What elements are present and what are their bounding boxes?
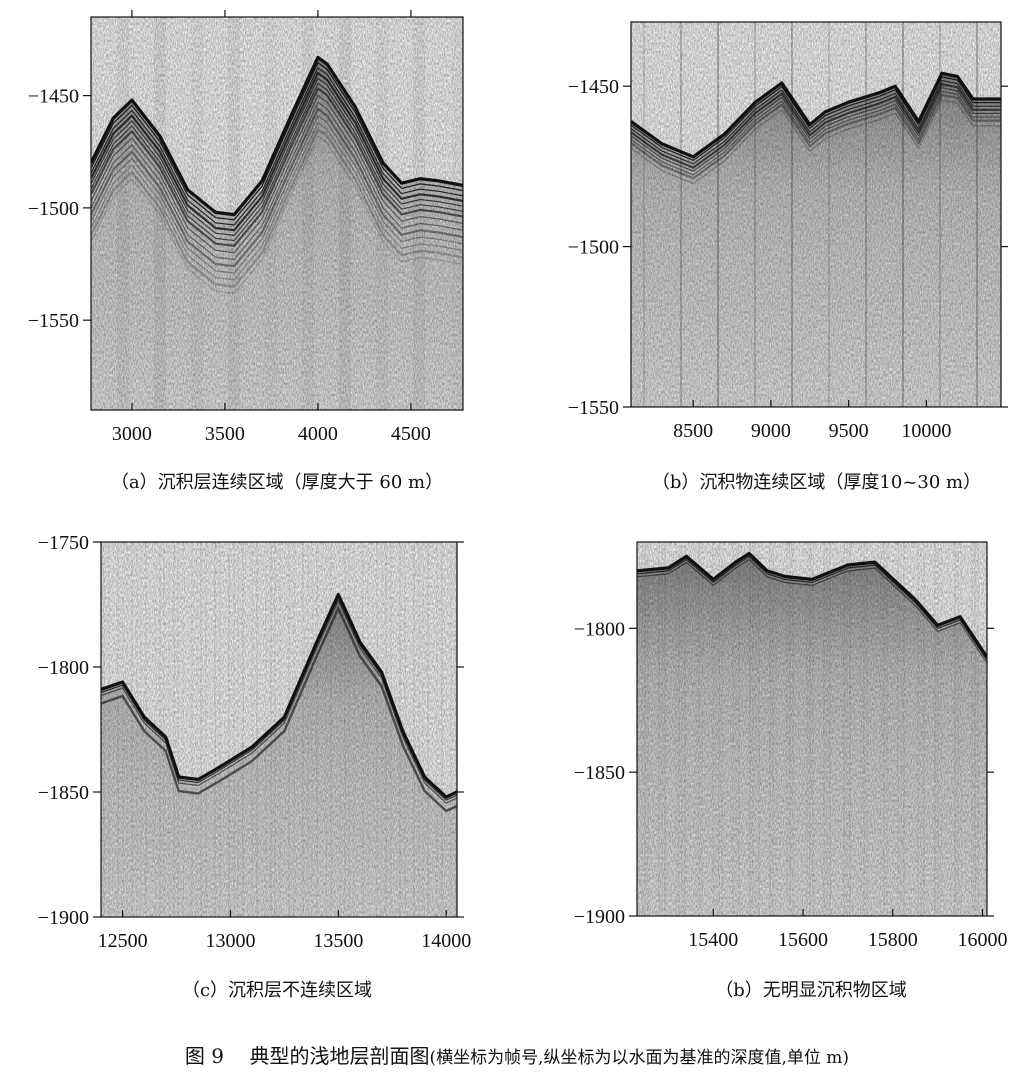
panel-b2-xtick-label: 15400 [688, 929, 738, 951]
panel-a-reflector [91, 55, 463, 217]
panel-a-reflector [91, 77, 463, 236]
panel-b1-xtick-label: 8500 [673, 420, 713, 442]
panel-a-xtick-label: 3000 [112, 423, 152, 445]
panel-b2-ytick-label: −1850 [574, 762, 625, 784]
panel-b1-xtick-label: 9500 [829, 420, 869, 442]
panel-b2-xtick-label: 15600 [778, 929, 828, 951]
panel-b1-reflector [631, 99, 1001, 185]
panel-b1-ytick-label: −1450 [568, 76, 619, 98]
panel-b2-xtick-label: 16000 [958, 929, 1008, 951]
panel-b2-reflector [637, 555, 987, 661]
panel-c-ytick-label: −1850 [38, 782, 89, 804]
panel-c-xtick-label: 12500 [98, 930, 148, 952]
panel-b1-xtick-label: 9000 [751, 420, 791, 442]
panel-b1-plot: 8500 9000 9500 10000 −1450 −1500 −1550 [568, 21, 1008, 442]
panel-c-reflector [101, 592, 457, 799]
panel-a-reflector [91, 128, 463, 288]
panel-a-xtick-label: 4000 [298, 423, 338, 445]
panel-a-plot: 3000 3500 4000 4500 −1450 −1500 −1550 [28, 10, 464, 445]
panel-c-ytick-label: −1750 [38, 532, 89, 554]
panel-b1-ytick-label: −1500 [568, 237, 619, 259]
panel-c: 12500 13000 13500 14000 −1750 −1800 −1850 −1900… [0, 500, 517, 1005]
panel-a-reflector [91, 87, 463, 247]
panel-b1: 8500 9000 9500 10000 −1450 −1500 −1550 （b）沉积物连… [517, 0, 1034, 493]
figure-note: (横坐标为帧号,纵坐标为以水面为基准的深度值,单位 m) [429, 1048, 850, 1068]
panel-a-ytick-label: −1550 [28, 310, 79, 332]
panel-c-xtick-label: 13500 [313, 930, 363, 952]
panel-c-caption: （c）沉积层不连续区域 [181, 980, 373, 1001]
panel-c-reflector [101, 599, 457, 804]
panel-c-ytick-label: −1900 [38, 907, 89, 929]
figure-caption: 图 9 典型的浅地层剖面图(横坐标为帧号,纵坐标为以水面为基准的深度值,单位 m… [0, 1040, 1034, 1069]
panel-b2-reflector [637, 551, 987, 658]
panel-a-xtick-label: 3500 [205, 423, 245, 445]
panel-b1-reflector [631, 93, 1001, 180]
panel-c-reflector [101, 596, 457, 801]
panel-b1-reflector [631, 76, 1001, 161]
panel-a-caption: （a）沉积层连续区域（厚度大于 60 m） [110, 472, 444, 493]
panel-b2-plot: 15400 15600 15800 16000 −1800 −1850 −1900 [574, 541, 1008, 951]
panel-b1-ytick-label: −1550 [568, 397, 619, 419]
panel-b2-caption: （b）无明显沉积物区域 [715, 980, 907, 1001]
panel-b1-reflector [631, 87, 1001, 172]
panel-b2-image [637, 542, 987, 916]
panel-b2-frame [636, 541, 988, 917]
panel-b2: 15400 15600 15800 16000 −1800 −1850 −1900 （b）无… [517, 500, 1034, 1005]
panel-a-image [91, 17, 463, 410]
panel-c-frame [100, 541, 458, 918]
panel-b1-reflector [631, 79, 1001, 165]
panel-a-reflector [91, 115, 463, 274]
panel-b2-reflector [637, 558, 987, 664]
panel-a-reflector [91, 62, 463, 221]
panel-c-xtick-label: 13000 [205, 930, 255, 952]
panel-a-reflector [91, 94, 463, 254]
panel-a-ytick-label: −1500 [28, 198, 79, 220]
panel-b1-frame [630, 21, 1002, 408]
panel-b1-caption: （b）沉积物连续区域（厚度10~30 m） [651, 472, 982, 493]
panel-a-xtick-label: 4500 [391, 423, 431, 445]
panel-a-reflector [91, 135, 463, 294]
figure-title: 典型的浅地层剖面图 [249, 1044, 430, 1068]
panel-b1-image [631, 22, 1001, 407]
panel-a: 3000 3500 4000 4500 −1450 −1500 −1550 （a）沉积层连续… [0, 0, 517, 493]
panel-b1-xtick-label: 10000 [901, 420, 951, 442]
panel-c-xtick-label: 14000 [421, 930, 471, 952]
panel-a-ytick-label: −1450 [28, 86, 79, 108]
panel-a-reflector [91, 67, 463, 226]
panel-b2-xtick-label: 15800 [868, 929, 918, 951]
panel-b1-reflector [631, 83, 1001, 169]
panel-b2-ytick-label: −1900 [574, 906, 625, 928]
panel-a-frame [90, 16, 464, 411]
panel-a-reflector [91, 101, 463, 260]
figure-label: 图 9 [184, 1044, 225, 1068]
panel-c-plot: 12500 13000 13500 14000 −1750 −1800 −1850 −1900 [38, 532, 471, 952]
panel-b1-reflector [631, 90, 1001, 176]
panel-b2-ytick-label: −1800 [574, 618, 625, 640]
panel-a-reflector [91, 107, 463, 268]
panel-b1-reflector [631, 71, 1001, 159]
panel-a-reflector [91, 82, 463, 242]
panel-a-reflector [91, 122, 463, 281]
panel-a-reflector [91, 71, 463, 232]
panel-c-image [101, 542, 457, 917]
panel-c-ytick-label: −1800 [38, 657, 89, 679]
